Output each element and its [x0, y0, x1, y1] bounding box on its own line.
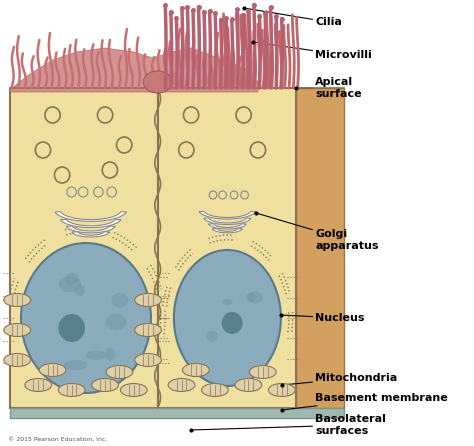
Ellipse shape	[4, 323, 30, 336]
Text: Basolateral
surfaces: Basolateral surfaces	[191, 414, 386, 436]
Ellipse shape	[231, 314, 239, 327]
Text: Golgi
apparatus: Golgi apparatus	[256, 213, 379, 251]
Ellipse shape	[106, 366, 133, 379]
Text: Basement membrane: Basement membrane	[282, 393, 448, 410]
Polygon shape	[66, 226, 115, 233]
Ellipse shape	[91, 379, 118, 392]
Ellipse shape	[143, 71, 172, 93]
Ellipse shape	[4, 293, 30, 306]
Text: Microvilli: Microvilli	[253, 42, 372, 60]
Text: Nucleus: Nucleus	[281, 313, 365, 323]
Polygon shape	[55, 212, 127, 221]
Text: © 2015 Pearson Education, Inc.: © 2015 Pearson Education, Inc.	[8, 437, 107, 442]
Ellipse shape	[105, 347, 115, 361]
Ellipse shape	[64, 360, 87, 371]
Polygon shape	[61, 219, 121, 227]
Ellipse shape	[135, 323, 162, 336]
Ellipse shape	[58, 276, 82, 292]
Ellipse shape	[222, 299, 233, 305]
Bar	[158, 88, 296, 408]
Ellipse shape	[247, 291, 263, 303]
Bar	[9, 88, 158, 408]
Text: Apical
surface: Apical surface	[296, 77, 362, 99]
Polygon shape	[212, 228, 242, 233]
Circle shape	[222, 312, 243, 334]
Ellipse shape	[268, 384, 295, 396]
Ellipse shape	[25, 379, 52, 392]
Ellipse shape	[39, 363, 66, 376]
Ellipse shape	[120, 384, 147, 396]
Ellipse shape	[206, 331, 218, 342]
Circle shape	[58, 314, 85, 342]
Ellipse shape	[246, 292, 255, 302]
Ellipse shape	[58, 384, 85, 396]
Ellipse shape	[168, 379, 195, 392]
Ellipse shape	[201, 384, 228, 396]
Ellipse shape	[86, 350, 107, 360]
Ellipse shape	[235, 379, 262, 392]
Ellipse shape	[74, 285, 85, 296]
Ellipse shape	[229, 314, 238, 322]
Polygon shape	[9, 48, 258, 92]
Polygon shape	[199, 211, 255, 219]
Ellipse shape	[4, 354, 30, 367]
Ellipse shape	[174, 250, 281, 386]
Bar	[9, 408, 344, 418]
Polygon shape	[72, 232, 109, 237]
Bar	[296, 88, 344, 408]
Ellipse shape	[21, 243, 151, 393]
Ellipse shape	[135, 354, 162, 367]
Polygon shape	[209, 224, 246, 229]
Polygon shape	[204, 218, 251, 224]
Text: Cilia: Cilia	[244, 8, 342, 27]
Text: Mitochondria: Mitochondria	[282, 373, 398, 385]
Ellipse shape	[111, 293, 128, 308]
Ellipse shape	[182, 363, 209, 376]
Ellipse shape	[66, 273, 79, 285]
Ellipse shape	[249, 366, 276, 379]
Ellipse shape	[105, 314, 127, 330]
Ellipse shape	[135, 293, 162, 306]
